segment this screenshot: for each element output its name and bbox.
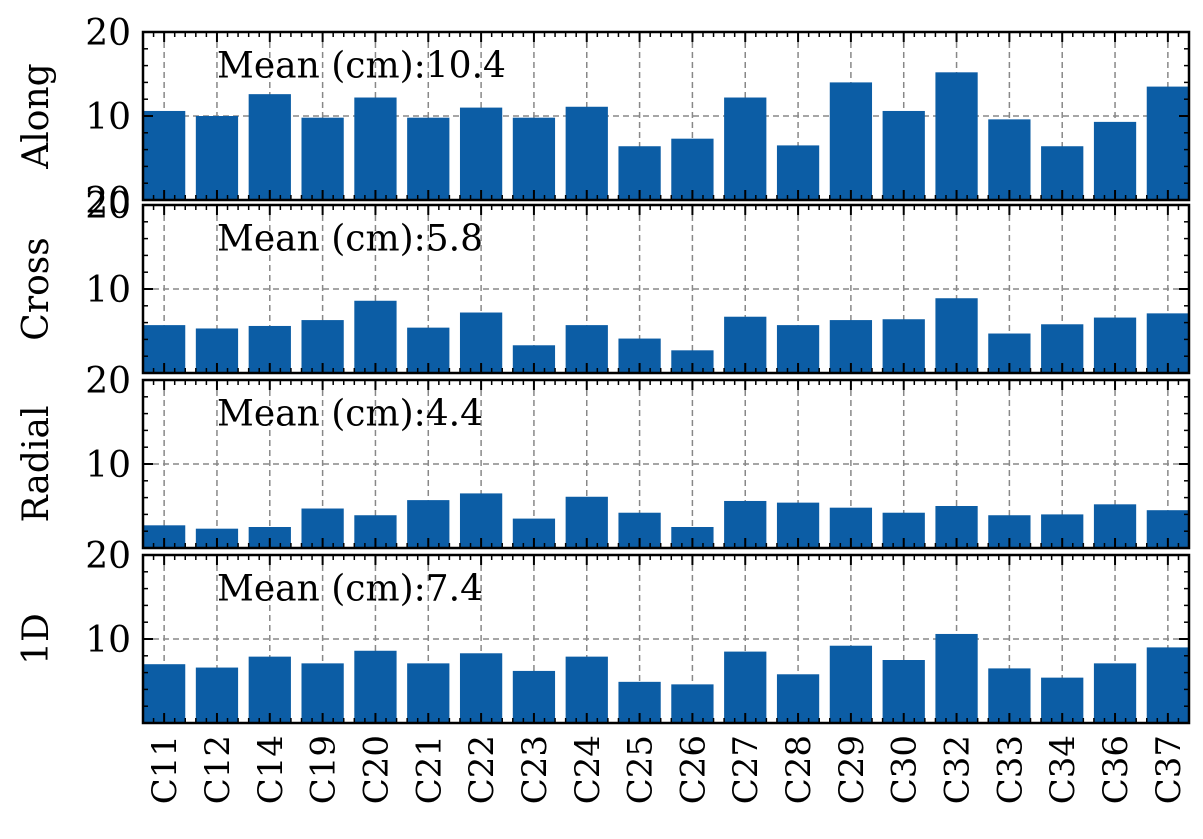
bar-c24: [565, 656, 608, 723]
y-tick-label: 10: [85, 270, 131, 311]
bar-c14: [248, 94, 291, 200]
bar-c26: [671, 527, 714, 548]
x-tick-label: C27: [726, 735, 766, 804]
x-tick-label: C28: [779, 735, 819, 804]
bar-c20: [354, 650, 397, 723]
mean-annotation: Mean (cm):4.4: [217, 393, 483, 434]
y-tick-label: 20: [85, 361, 131, 402]
y-tick-label: 10: [85, 620, 131, 661]
panel-1d: 20 10 1D Mean (cm):7.4: [16, 536, 1191, 725]
bars: [143, 72, 1189, 200]
bar-c36: [1093, 121, 1137, 200]
bar-c30: [882, 110, 925, 200]
bar-c11: [143, 525, 186, 548]
bar-c22: [459, 107, 503, 200]
y-axis-label: 1D: [16, 613, 57, 665]
bar-c37: [1146, 647, 1189, 723]
x-tick-label: C20: [356, 735, 396, 804]
panel-frame: [141, 30, 1191, 202]
y-tick-label: 10: [85, 97, 131, 138]
bar-c30: [882, 660, 925, 723]
x-tick-label: C37: [1149, 735, 1189, 804]
bar-c32: [935, 72, 978, 200]
bar-c27: [724, 651, 767, 723]
panel-cross: 20 10 Cross Mean (cm):5.8: [16, 186, 1191, 375]
chart-panels: 20 10 20 Along Mean (cm):10.4 20 10 Cross Mean (…: [16, 13, 1191, 725]
x-tick-label: C32: [938, 735, 978, 804]
x-tick-label: C19: [304, 735, 344, 804]
bar-c20: [354, 97, 397, 200]
bars: [143, 493, 1189, 548]
bar-c29: [829, 645, 873, 723]
y-tick-label: 10: [85, 445, 131, 486]
bar-c26: [671, 138, 714, 200]
panel-along: 20 10 20 Along Mean (cm):10.4: [16, 13, 1191, 222]
bar-c11: [143, 110, 186, 200]
y-tick-label: 20: [85, 181, 131, 222]
x-tick-label: C14: [251, 735, 291, 804]
bar-c14: [248, 527, 291, 548]
x-tick-label: C33: [990, 735, 1030, 804]
bar-c27: [724, 97, 767, 200]
y-tick-label: 20: [85, 13, 131, 54]
panel-frame: [141, 203, 1191, 375]
bar-c20: [354, 300, 397, 373]
panel-frame: [141, 553, 1191, 725]
bar-c26: [671, 350, 714, 373]
panel-frame: [141, 378, 1191, 550]
x-tick-label: C21: [409, 735, 449, 804]
bar-c12: [195, 116, 239, 200]
bar-c37: [1146, 86, 1189, 200]
x-tick-label: C34: [1043, 735, 1083, 804]
bar-c22: [459, 312, 503, 373]
y-axis-label: Along: [16, 63, 57, 169]
bar-c14: [248, 656, 291, 723]
x-axis-labels: C11 C12 C14 C19 C20 C21 C22 C23 C24 C25 C26 C27 C28 C…: [145, 735, 1189, 804]
bar-c24: [565, 106, 608, 200]
bar-c32: [935, 298, 978, 373]
x-tick-label: C11: [145, 735, 185, 804]
y-tick-label: 20: [85, 186, 131, 227]
x-tick-label: C26: [673, 735, 713, 804]
bar-c19: [301, 117, 344, 200]
y-axis-label: Radial: [16, 406, 57, 523]
x-tick-label: C29: [832, 735, 872, 804]
x-tick-label: C30: [885, 735, 925, 804]
panel-radial: 20 10 Radial Mean (cm):4.4: [16, 361, 1191, 550]
bar-c23: [512, 117, 556, 200]
x-tick-label: C12: [198, 735, 238, 804]
y-axis-label: Cross: [16, 237, 57, 340]
mean-annotation: Mean (cm):10.4: [217, 45, 506, 86]
bar-c29: [829, 82, 873, 200]
x-tick-label: C24: [568, 735, 608, 804]
bars: [143, 298, 1189, 373]
x-tick-label: C25: [621, 735, 661, 804]
mean-annotation: Mean (cm):5.8: [217, 218, 483, 259]
bars: [143, 633, 1189, 723]
x-tick-label: C23: [515, 735, 555, 804]
bar-c32: [935, 633, 978, 723]
y-tick-label: 20: [85, 536, 131, 577]
x-tick-label: C22: [462, 735, 502, 804]
bar-c21: [407, 117, 450, 200]
bar-c33: [988, 119, 1031, 200]
x-tick-label: C36: [1096, 735, 1136, 804]
mean-annotation: Mean (cm):7.4: [217, 568, 483, 609]
bar-c22: [459, 653, 503, 723]
